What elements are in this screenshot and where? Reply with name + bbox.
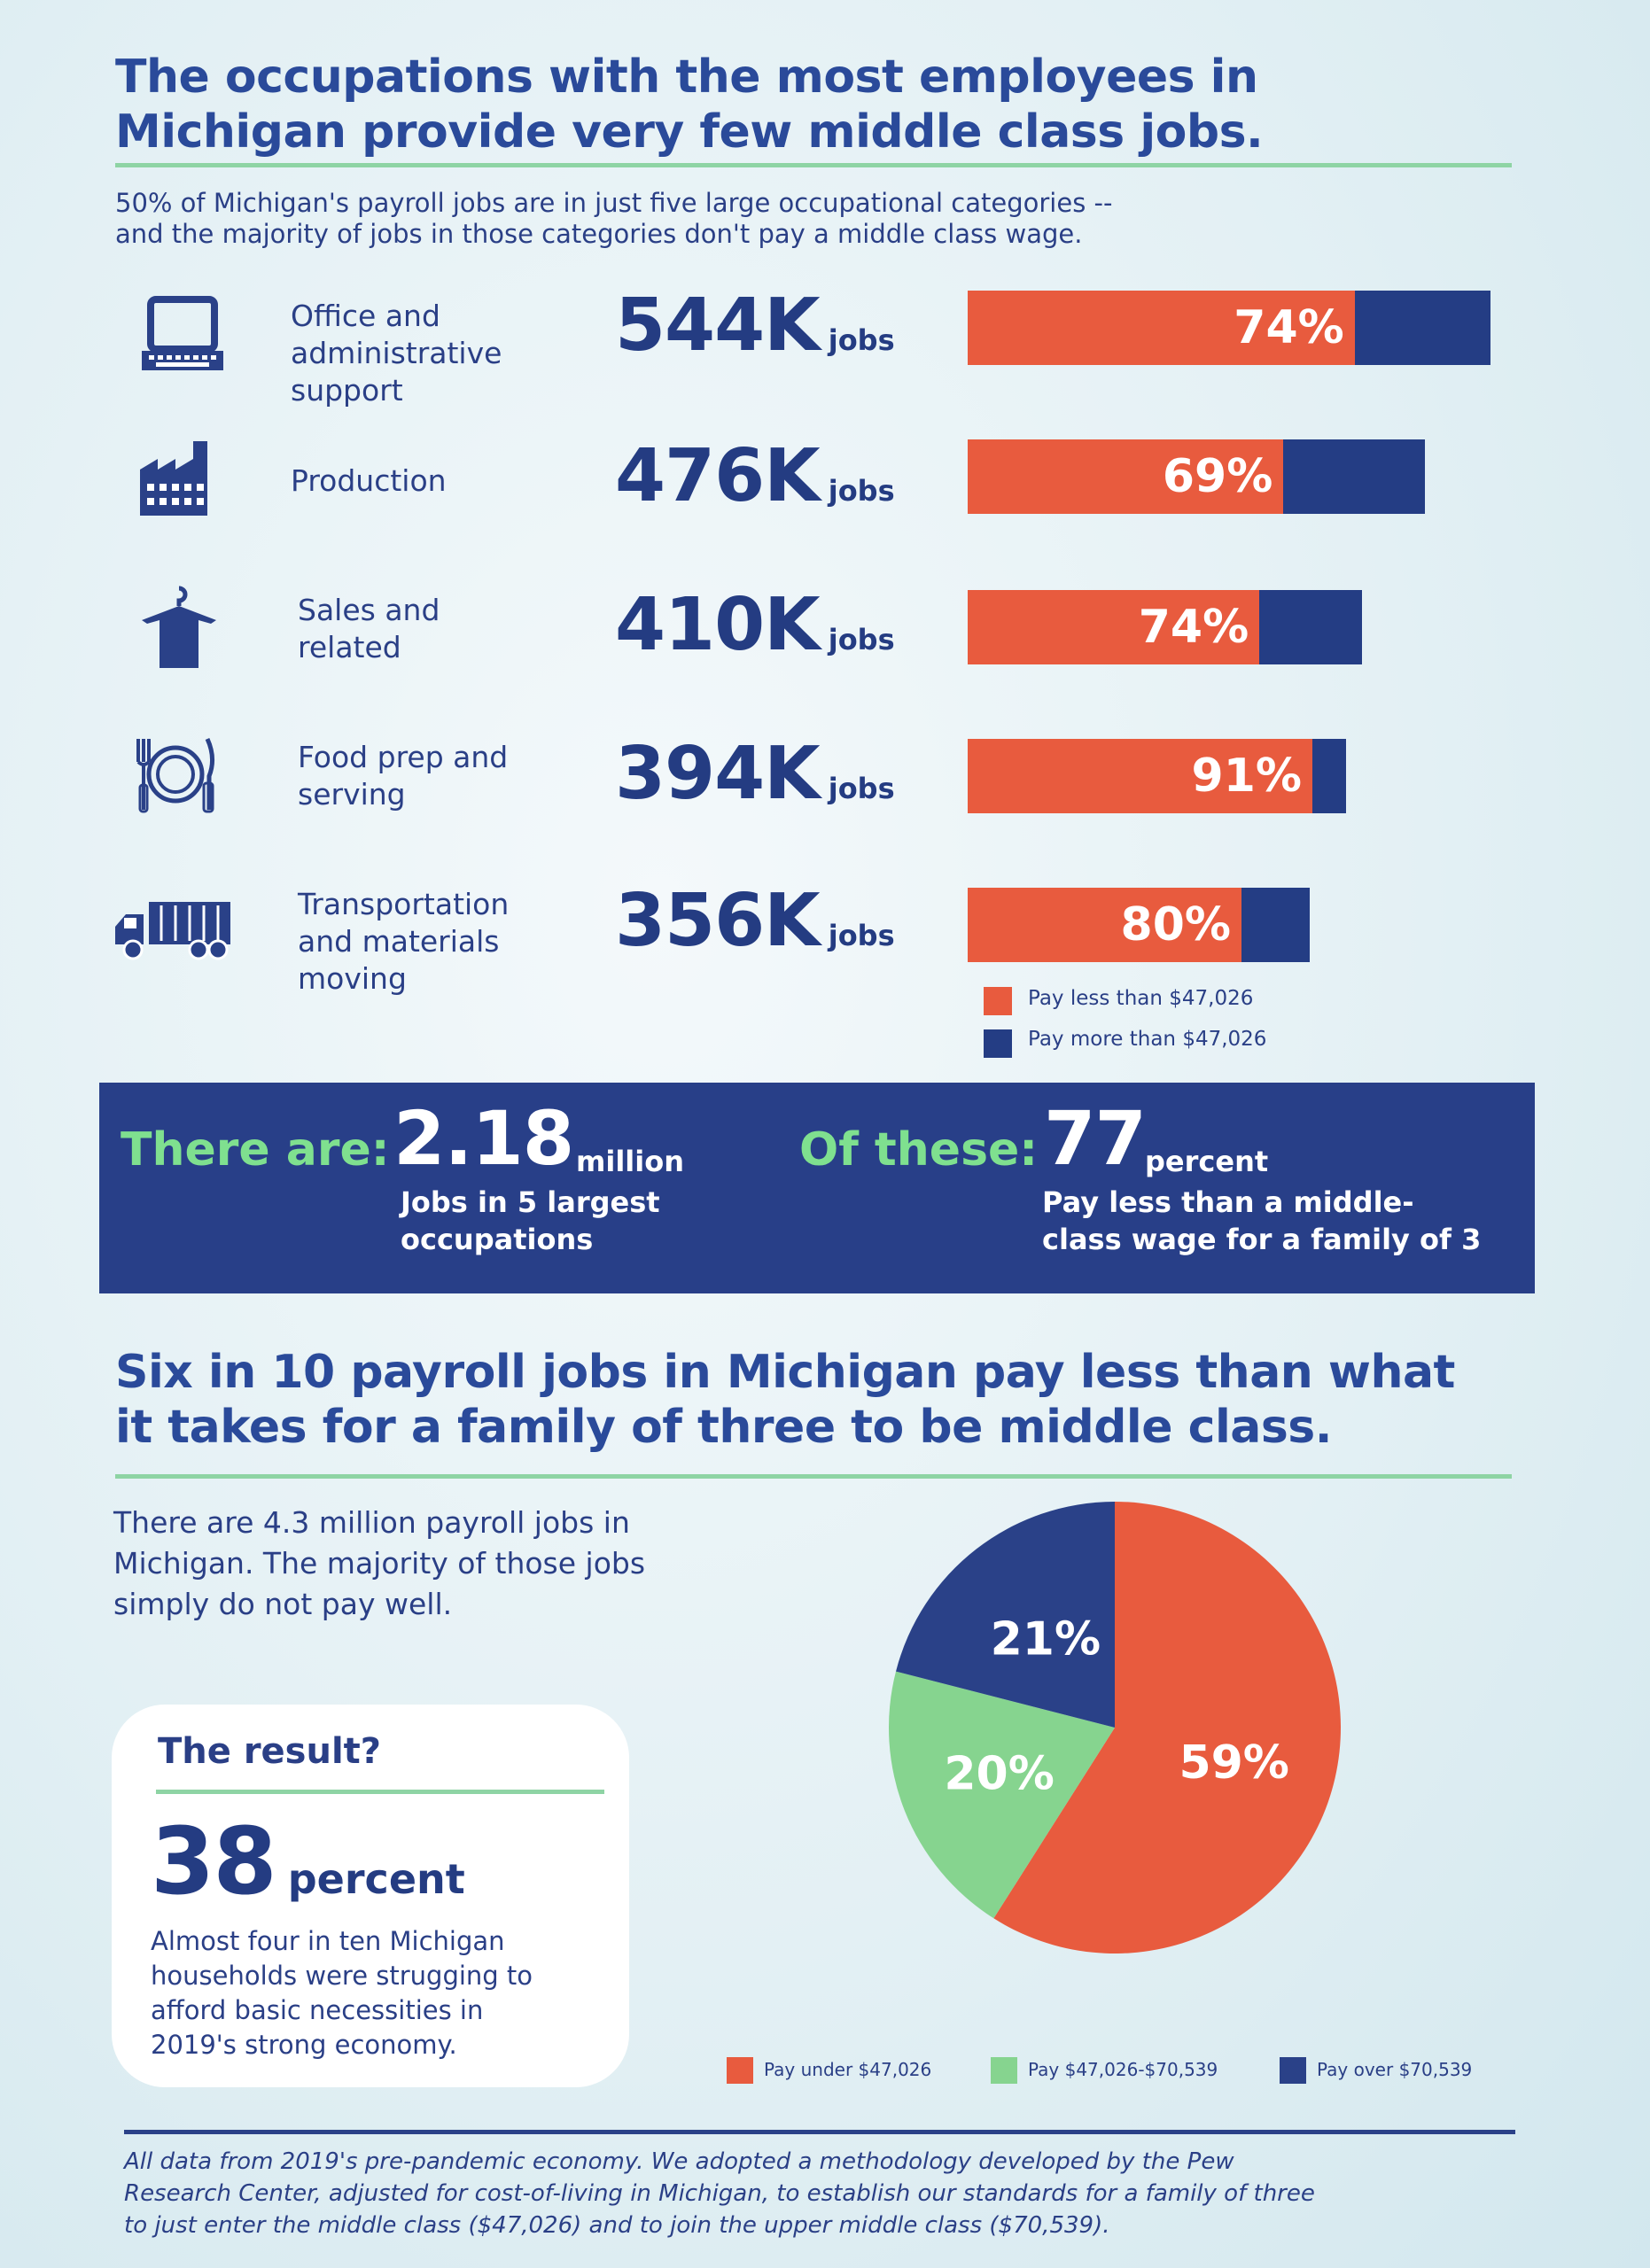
page-title: The occupations with the most employees …: [115, 50, 1577, 159]
section2-intro: There are 4.3 million payroll jobs in Mic…: [113, 1505, 646, 1621]
jobs-count-food: 394K jobs: [615, 732, 895, 816]
pie-legend-label-high: Pay over $70,539: [1317, 2059, 1473, 2080]
computer-icon: [142, 296, 223, 370]
pie-slice-low: [993, 1502, 1341, 1953]
row-label-sales: Sales and related: [298, 593, 440, 664]
bar-transport: 80%: [968, 888, 1311, 962]
row-label-food: Food prep and serving: [298, 740, 509, 812]
banner-right-unit: percent: [1145, 1145, 1269, 1178]
result-underline: [156, 1790, 604, 1794]
banner-right-desc: Pay less than a middle-class wage for a …: [1042, 1185, 1482, 1256]
bar-percent-label-food: 91%: [1191, 750, 1303, 803]
jobs-count-transport: 356K jobs: [615, 879, 895, 963]
factory-icon: [140, 441, 207, 516]
pie-label-low: 59%: [1179, 1736, 1288, 1790]
legend-label-high-pay: Pay more than $47,026: [1028, 1028, 1267, 1051]
legend-label-low-pay: Pay less than $47,026: [1028, 987, 1254, 1010]
bar-percent-label-production: 69%: [1162, 450, 1273, 503]
title-line-2: Michigan provide very few middle class j…: [115, 105, 1264, 159]
pie-label-mid: 20%: [944, 1748, 1054, 1801]
legend-swatch-low-pay: [984, 987, 1012, 1015]
footer-note: All data from 2019's pre-pandemic econom…: [124, 2148, 1315, 2239]
plate-cutlery-icon: [136, 737, 214, 813]
pie-label-high: 21%: [991, 1612, 1101, 1666]
shirt-hanger-icon: [142, 586, 216, 668]
banner-right-lead: Of these:: [799, 1123, 1039, 1177]
jobs-count-production: 476K jobs: [615, 434, 895, 518]
bar-segment-low-pay-office: [968, 291, 1355, 365]
bar-segment-low-pay-sales: [968, 590, 1260, 664]
bar-food: 91%: [968, 739, 1347, 813]
banner-left-value: 2.18: [393, 1095, 574, 1182]
truck-icon: [115, 902, 230, 960]
footer-rule: [124, 2130, 1515, 2134]
result-value: 38 percent: [151, 1807, 465, 1915]
title-underline: [115, 163, 1512, 167]
result-heading: The result?: [158, 1731, 381, 1772]
bar-percent-label-office: 74%: [1234, 301, 1344, 354]
pie-legend-label-mid: Pay $47,026-$70,539: [1028, 2059, 1218, 2080]
pie-legend-swatch-low: [727, 2057, 753, 2084]
subtitle: 50% of Michigan's payroll jobs are in ju…: [115, 188, 1113, 249]
summary-banner: There are: 2.18 million Jobs in 5 larges…: [99, 1083, 1535, 1293]
pie-slice-mid: [889, 1671, 1115, 1919]
row-label-production: Production: [291, 463, 447, 498]
bar-percent-label-transport: 80%: [1120, 898, 1231, 951]
bar-office: 74%: [968, 291, 1491, 365]
pie-legend-swatch-mid: [991, 2057, 1017, 2084]
bar-production: 69%: [968, 439, 1426, 514]
bar-segment-low-pay-food: [968, 739, 1313, 813]
banner-left-lead: There are:: [121, 1123, 390, 1177]
bar-percent-label-sales: 74%: [1138, 601, 1249, 654]
bar-sales: 74%: [968, 590, 1362, 664]
bar-segment-low-pay-transport: [968, 888, 1241, 962]
banner-left-desc: Jobs in 5 largest occupations: [401, 1185, 660, 1256]
pie-chart: 59% 20% 21%: [889, 1502, 1341, 1953]
result-description: Almost four in ten Michigan households we…: [151, 1926, 533, 2060]
pie-legend-label-low: Pay under $47,026: [764, 2059, 932, 2080]
banner-left-unit: million: [576, 1145, 684, 1178]
result-card: The result? 38 percent Almost four in ten…: [112, 1705, 629, 2087]
banner-right-value: 77: [1044, 1095, 1147, 1182]
pie-slice-high: [896, 1502, 1115, 1728]
legend-swatch-high-pay: [984, 1029, 1012, 1058]
jobs-count-sales: 410K jobs: [615, 583, 895, 667]
pie-legend-swatch-high: [1280, 2057, 1306, 2084]
section2-title: Six in 10 payroll jobs in Michigan pay l…: [115, 1346, 1455, 1454]
bar-segment-low-pay-production: [968, 439, 1284, 514]
section2-underline: [115, 1474, 1512, 1479]
title-line-1: The occupations with the most employees …: [115, 50, 1258, 104]
row-label-transport: Transportation and materials moving: [298, 887, 510, 996]
row-label-office: Office and administrative support: [291, 299, 502, 408]
jobs-count-office: 544K jobs: [615, 284, 895, 368]
